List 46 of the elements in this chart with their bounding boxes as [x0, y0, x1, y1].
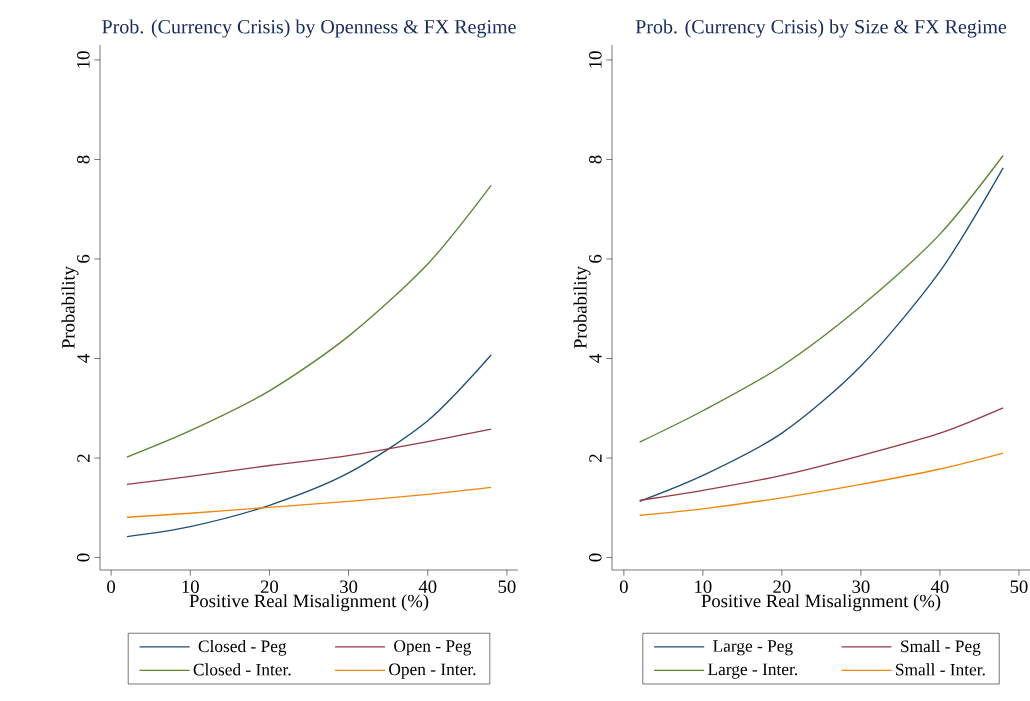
chart-title: Prob. (Currency Crisis) by Size & FX Regime — [635, 19, 1007, 38]
legend-label: Open - Inter. — [389, 663, 476, 679]
y-tick-label: 0 — [77, 553, 90, 562]
legend-label: Small - Peg — [901, 639, 981, 656]
y-tick-label: 10 — [77, 51, 90, 68]
y-tick-label: 6 — [77, 254, 90, 263]
line-series — [126, 486, 492, 518]
y-axis-title: Probability — [573, 266, 591, 349]
x-tick-label: 50 — [1010, 580, 1028, 593]
line-series — [639, 407, 1004, 501]
y-tick-label: 4 — [589, 354, 602, 363]
y-tick-label: 4 — [77, 354, 90, 363]
x-tick-label: 30 — [340, 580, 358, 593]
y-tick-label: 2 — [589, 454, 602, 462]
y-tick-label: 2 — [77, 454, 90, 462]
x-tick-label: 20 — [260, 580, 279, 593]
legend-label: Open - Peg — [394, 640, 472, 656]
line-series — [639, 452, 1004, 516]
x-tick-label: 10 — [695, 580, 712, 593]
x-tick-label: 10 — [182, 580, 199, 593]
x-tick-label: 40 — [418, 580, 437, 593]
x-tick-label: 50 — [498, 580, 516, 593]
x-tick-label: 0 — [619, 580, 628, 593]
y-tick-label: 10 — [589, 51, 602, 68]
legend-label: Closed - Peg — [198, 639, 287, 656]
y-tick-label: 8 — [589, 155, 602, 164]
y-axis-title: Probability — [61, 266, 79, 349]
x-axis-title: Positive Real Misalignment (%) — [701, 594, 941, 612]
x-axis-title: Positive Real Misalignment (%) — [189, 594, 429, 612]
x-tick-label: 20 — [773, 580, 791, 593]
x-tick-label: 30 — [852, 580, 870, 593]
y-tick-label: 8 — [77, 155, 90, 164]
y-tick-label: 0 — [589, 553, 602, 562]
x-tick-label: 0 — [107, 580, 116, 593]
legend-label: Small - Inter. — [896, 663, 985, 676]
line-series — [639, 154, 1004, 443]
line-series — [639, 167, 1004, 502]
line-series — [126, 354, 492, 538]
y-tick-label: 6 — [589, 254, 602, 263]
x-tick-label: 40 — [930, 580, 949, 593]
line-series — [126, 428, 492, 486]
legend-label: Large - Inter. — [708, 663, 798, 679]
chart-title: Prob. (Currency Crisis) by Openness & FX Regime — [102, 19, 516, 38]
legend-label: Closed - Inter. — [193, 663, 291, 676]
line-series — [126, 184, 492, 458]
legend-label: Large - Peg — [713, 640, 793, 656]
